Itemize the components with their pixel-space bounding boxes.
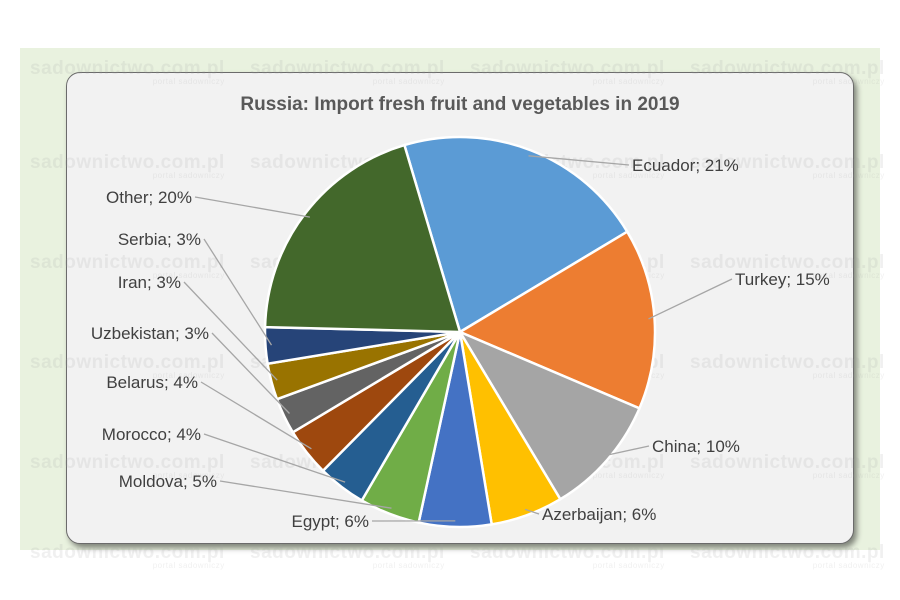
data-label-belarus: Belarus; 4% (106, 373, 198, 392)
data-label-iran: Iran; 3% (118, 273, 181, 292)
data-label-serbia: Serbia; 3% (118, 230, 201, 249)
data-label-china: China; 10% (652, 437, 740, 456)
leader-line-turkey (648, 278, 733, 320)
data-label-egypt: Egypt; 6% (292, 512, 370, 531)
chart-title: Russia: Import fresh fruit and vegetable… (240, 94, 680, 115)
leader-line-belarus (200, 381, 312, 450)
pie-slice-other (263, 143, 462, 334)
pie-slice-turkey (457, 229, 657, 410)
data-label-other: Other; 20% (106, 188, 192, 207)
leader-line-uzbekistan (211, 332, 290, 414)
leader-line-morocco (203, 433, 346, 483)
leader-line-other (194, 196, 311, 218)
pie-slice-china (456, 329, 642, 501)
data-label-turkey: Turkey; 15% (735, 270, 830, 289)
leader-line-china (602, 445, 650, 457)
data-label-ecuador: Ecuador; 21% (632, 156, 739, 175)
leader-line-moldova (219, 480, 392, 509)
data-label-azerbaijan: Azerbaijan; 6% (542, 505, 656, 524)
data-label-uzbekistan: Uzbekistan; 3% (91, 324, 209, 343)
data-label-moldova: Moldova; 5% (119, 472, 217, 491)
pie-slice-ecuador (402, 135, 629, 334)
leader-line-serbia (203, 238, 273, 346)
data-label-morocco: Morocco; 4% (102, 425, 201, 444)
leader-line-azerbaijan (524, 508, 540, 515)
leader-line-iran (183, 281, 278, 381)
leader-line-ecuador (528, 155, 630, 166)
